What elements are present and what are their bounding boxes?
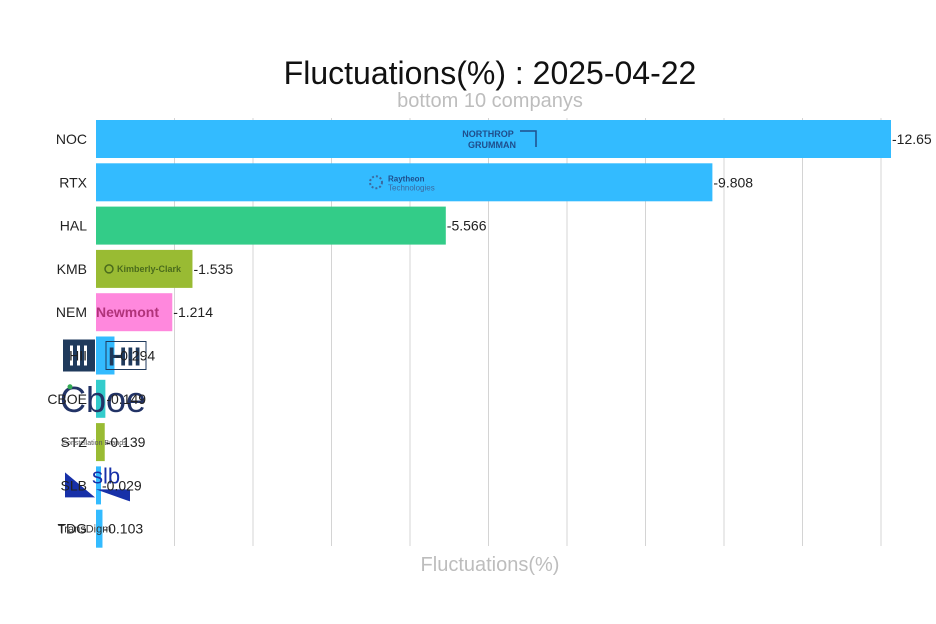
category-label: NEM bbox=[56, 304, 87, 320]
x-axis-label: Fluctuations(%) bbox=[421, 554, 560, 576]
value-label: -1.535 bbox=[193, 261, 233, 277]
logo-transdigm: TransDigm bbox=[58, 524, 111, 536]
logo-hii-stripe bbox=[77, 345, 80, 366]
logo-cboe: Cboe bbox=[60, 379, 146, 420]
value-label: -12.65 bbox=[892, 131, 932, 147]
logo-hii-stripe bbox=[84, 345, 87, 366]
bar-tdg bbox=[96, 509, 103, 548]
bar-stz bbox=[96, 423, 105, 462]
logo-kimberly-clark: Kimberly-Clark bbox=[117, 264, 182, 274]
category-label: HAL bbox=[60, 218, 87, 234]
bar-kmb bbox=[96, 249, 193, 288]
logo-slb: slb bbox=[92, 463, 120, 488]
value-label: -1.214 bbox=[173, 304, 213, 320]
logo-hii-stripe bbox=[70, 345, 73, 366]
logo-grumman: GRUMMAN bbox=[468, 140, 516, 150]
value-label: -0.139 bbox=[106, 434, 146, 450]
bar-hal bbox=[96, 206, 446, 245]
category-label: KMB bbox=[57, 261, 87, 277]
logo-northrop: NORTHROP bbox=[462, 129, 514, 139]
logo-hii: HII bbox=[108, 342, 141, 372]
logo-cboe-dot bbox=[67, 384, 73, 390]
logo-slb-mark bbox=[65, 472, 95, 498]
value-label: -0.294 bbox=[115, 348, 155, 364]
chart-subtitle: bottom 10 companys bbox=[397, 90, 583, 112]
category-label: TDG bbox=[57, 521, 87, 537]
category-label: RTX bbox=[59, 174, 87, 190]
logo-constellation: Constellation Brands bbox=[62, 440, 127, 447]
category-label: SLB bbox=[61, 477, 87, 493]
logo-newmont: Newmont bbox=[96, 304, 159, 320]
bars bbox=[96, 120, 891, 548]
chart-title: Fluctuations(%) : 2025-04-22 bbox=[284, 55, 697, 91]
logo-northrop-mark bbox=[520, 130, 537, 147]
category-labels: NOC RTX HAL KMB NEM HII CBOE STZ SLB TDG bbox=[47, 131, 87, 537]
logo-raytheon-sub: Technologies bbox=[388, 183, 435, 192]
logo-raytheon-mark bbox=[369, 175, 383, 190]
value-labels: -12.65 -9.808 -5.566 -1.535 -1.214 -0.294 -0.1… bbox=[102, 131, 932, 537]
value-label: -0.149 bbox=[106, 391, 146, 407]
logo-hii-frame bbox=[105, 341, 147, 370]
category-label: NOC bbox=[56, 131, 87, 147]
value-label: -9.808 bbox=[713, 174, 753, 190]
bar-nem bbox=[96, 293, 173, 332]
category-label: HII bbox=[69, 348, 87, 364]
value-label: -5.566 bbox=[447, 218, 487, 234]
logo-kimberly-mark bbox=[104, 264, 114, 274]
logo-slb-mark-2 bbox=[96, 489, 130, 502]
value-label: -0.029 bbox=[102, 477, 142, 493]
category-label: STZ bbox=[61, 434, 88, 450]
bar-slb bbox=[96, 466, 101, 505]
bar-cboe bbox=[96, 379, 106, 418]
bar-rtx bbox=[96, 163, 713, 202]
logo-raytheon: Raytheon bbox=[388, 174, 425, 183]
category-label: CBOE bbox=[47, 391, 87, 407]
bar-hii bbox=[96, 336, 115, 375]
value-label: -0.103 bbox=[103, 521, 143, 537]
bar-noc bbox=[96, 120, 891, 158]
